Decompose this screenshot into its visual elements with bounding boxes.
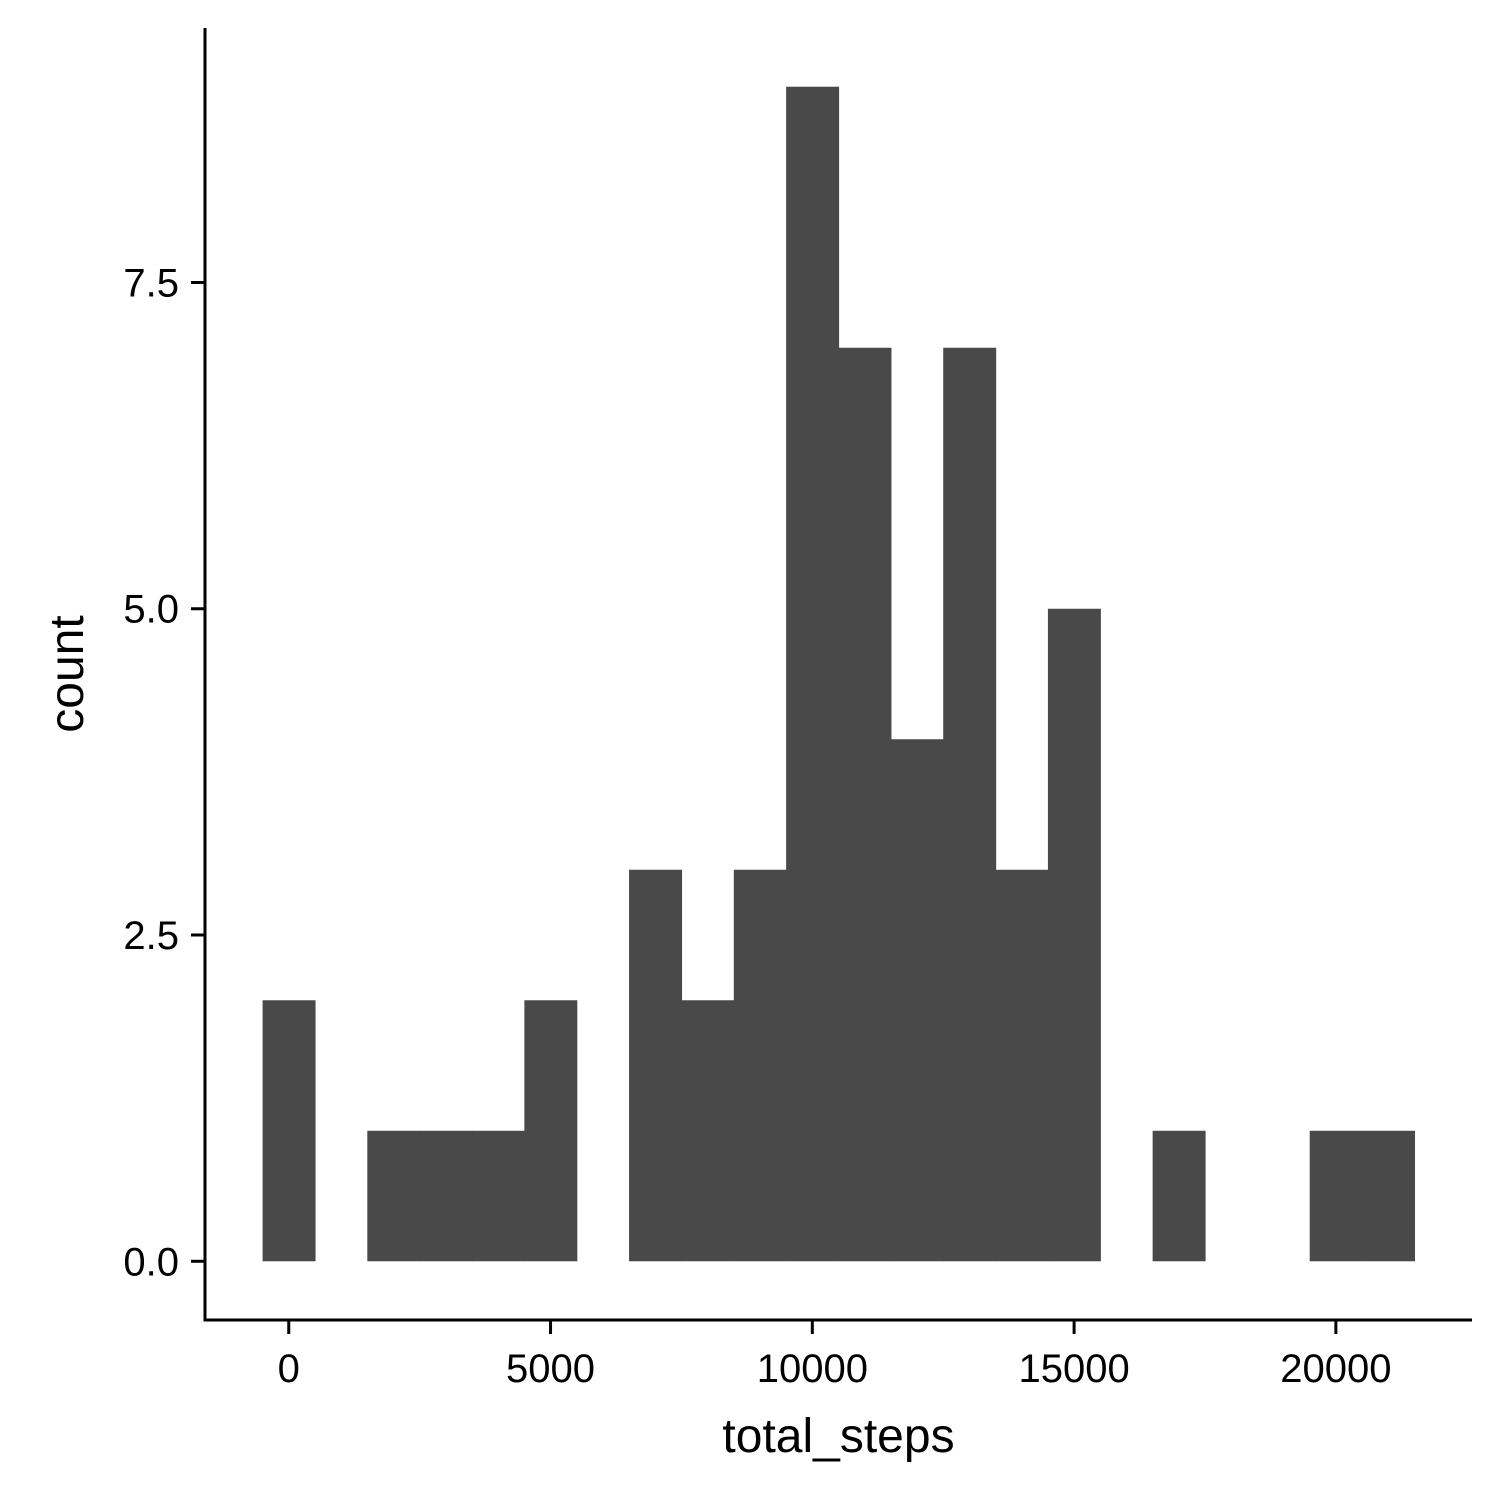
histogram-bar xyxy=(419,1130,473,1262)
y-tick-label: 2.5 xyxy=(123,914,179,958)
y-axis-ticks: 0.0 2.5 5.0 7.5 xyxy=(123,261,205,1284)
histogram-bar xyxy=(472,1130,525,1262)
histogram-bar xyxy=(995,869,1049,1262)
y-tick-label: 5.0 xyxy=(123,588,179,632)
x-tick-label: 10000 xyxy=(757,1347,868,1391)
histogram-bar xyxy=(524,1000,578,1262)
histogram-bar xyxy=(1309,1130,1363,1262)
histogram-bar xyxy=(943,347,997,1262)
histogram-bar xyxy=(838,347,892,1262)
y-axis-title: count xyxy=(41,615,94,732)
histogram-bar xyxy=(786,86,840,1262)
x-axis-title: total_steps xyxy=(722,1410,954,1463)
histogram-bar xyxy=(262,1000,316,1262)
bars-group xyxy=(262,86,1416,1262)
histogram-bar xyxy=(1152,1130,1206,1262)
histogram-bar xyxy=(681,1000,735,1262)
y-tick-label: 0.0 xyxy=(123,1240,179,1284)
y-tick-label: 7.5 xyxy=(123,261,179,305)
x-tick-label: 15000 xyxy=(1018,1347,1129,1391)
histogram-bar xyxy=(890,739,944,1262)
x-tick-label: 20000 xyxy=(1280,1347,1391,1391)
histogram-bar xyxy=(629,869,683,1262)
histogram-bar xyxy=(1362,1130,1416,1262)
histogram-bar xyxy=(733,869,787,1262)
x-tick-label: 5000 xyxy=(506,1347,595,1391)
histogram-bar xyxy=(1047,608,1101,1262)
x-axis-ticks: 0 5000 10000 15000 20000 xyxy=(278,1320,1391,1391)
x-tick-label: 0 xyxy=(278,1347,300,1391)
histogram-bar xyxy=(367,1130,421,1262)
